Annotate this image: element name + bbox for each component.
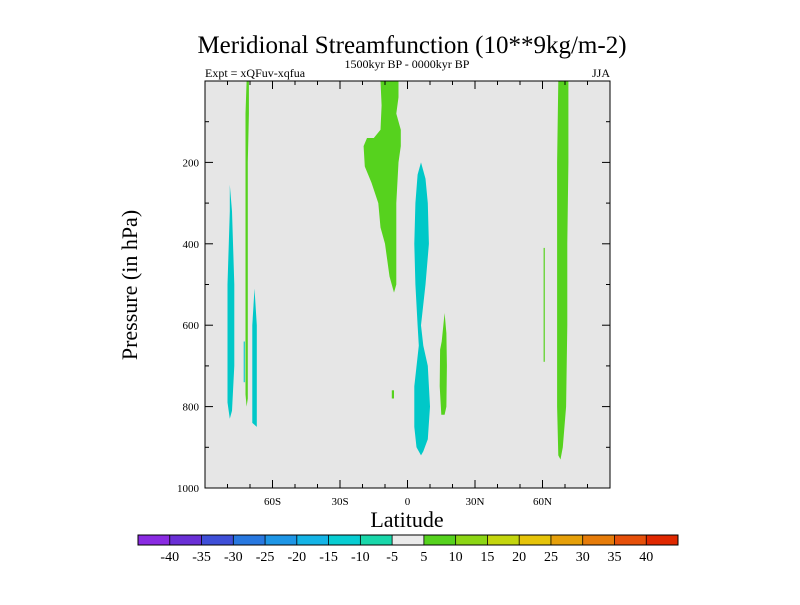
colorbar-tick-label: 35 [607,550,621,565]
experiment-subtitle: Expt = xQFuv-xqfua [205,66,306,80]
colorbar-tick-label: -25 [256,550,275,565]
colorbar-box [233,535,266,545]
colorbar-box [423,535,456,545]
y-tick-label: 400 [183,239,200,251]
colorbar-tick-label: -20 [287,550,306,565]
period-subtitle: 1500kyr BP - 0000kyr BP [345,57,470,71]
colorbar-box [360,535,393,545]
contour-region-green-tropics-dot [391,390,394,399]
colorbar-frame [137,534,679,546]
x-axis-ticks: 60S 30S 0 30N 60N [227,81,588,508]
colorbar-box [201,535,234,545]
colorbar-tick-label: -35 [192,550,211,565]
y-tick-label: 1000 [177,483,200,495]
colorbar-box [582,535,615,545]
colorbar-tick-label: 10 [449,550,463,565]
contour-region-cyan-70S-small [243,341,245,383]
colorbar-box [392,535,425,545]
season-subtitle: JJA [592,66,610,80]
colorbar-box [455,535,488,545]
x-tick-label: 0 [405,496,411,508]
x-tick-label: 30N [466,496,485,508]
colorbar-tick-label: 5 [420,550,427,565]
colorbar-tick-label: -40 [160,550,179,565]
y-axis-ticks: 200 400 600 800 1000 [177,121,610,495]
contour-region-cyan-equator [414,162,430,456]
contour-region-cyan-60S-inner [252,288,257,427]
x-tick-label: 60N [533,496,552,508]
colorbar-box [169,535,202,545]
colorbar-box [265,535,298,545]
contour-region-green-15N [439,313,447,415]
contour-region-green-65N-strip [557,81,569,460]
colorbar-tick-label: 25 [544,550,558,565]
colorbar-box [328,535,361,545]
colorbar-box [646,535,679,545]
colorbar-tick-label: 30 [576,550,590,565]
x-tick-label: 60S [264,496,281,508]
colorbar-tick-label: -30 [224,550,243,565]
colorbar: -40 -35 -30 -25 -20 -15 -10 -5 5 10 15 20 25 30 35 40 [137,534,679,565]
plot-background [205,81,610,488]
x-axis-label: Latitude [370,507,443,532]
colorbar-box [614,535,647,545]
colorbar-tick-label: 15 [480,550,494,565]
contour-region-green-70S-strip [245,81,249,407]
chart-title: Meridional Streamfunction (10**9kg/m-2) [197,32,626,59]
contour-regions [227,81,569,460]
y-tick-label: 800 [183,402,200,414]
contour-region-green-60N-thin [543,247,545,362]
colorbar-box [519,535,552,545]
colorbar-box [296,535,329,545]
colorbar-box [550,535,583,545]
contour-region-cyan-60S-outer [227,184,235,419]
y-tick-label: 200 [183,157,200,169]
colorbar-tick-label: -5 [386,550,398,565]
colorbar-tick-label: -10 [351,550,370,565]
colorbar-tick-label: -15 [319,550,338,565]
contour-region-green-tropics-upper [363,81,401,293]
colorbar-box [487,535,520,545]
y-tick-label: 600 [183,320,200,332]
colorbar-box [138,535,171,545]
x-tick-label: 30S [331,496,348,508]
colorbar-tick-label: 40 [639,550,653,565]
colorbar-tick-label: 20 [512,550,526,565]
y-axis-label: Pressure (in hPa) [117,210,142,360]
